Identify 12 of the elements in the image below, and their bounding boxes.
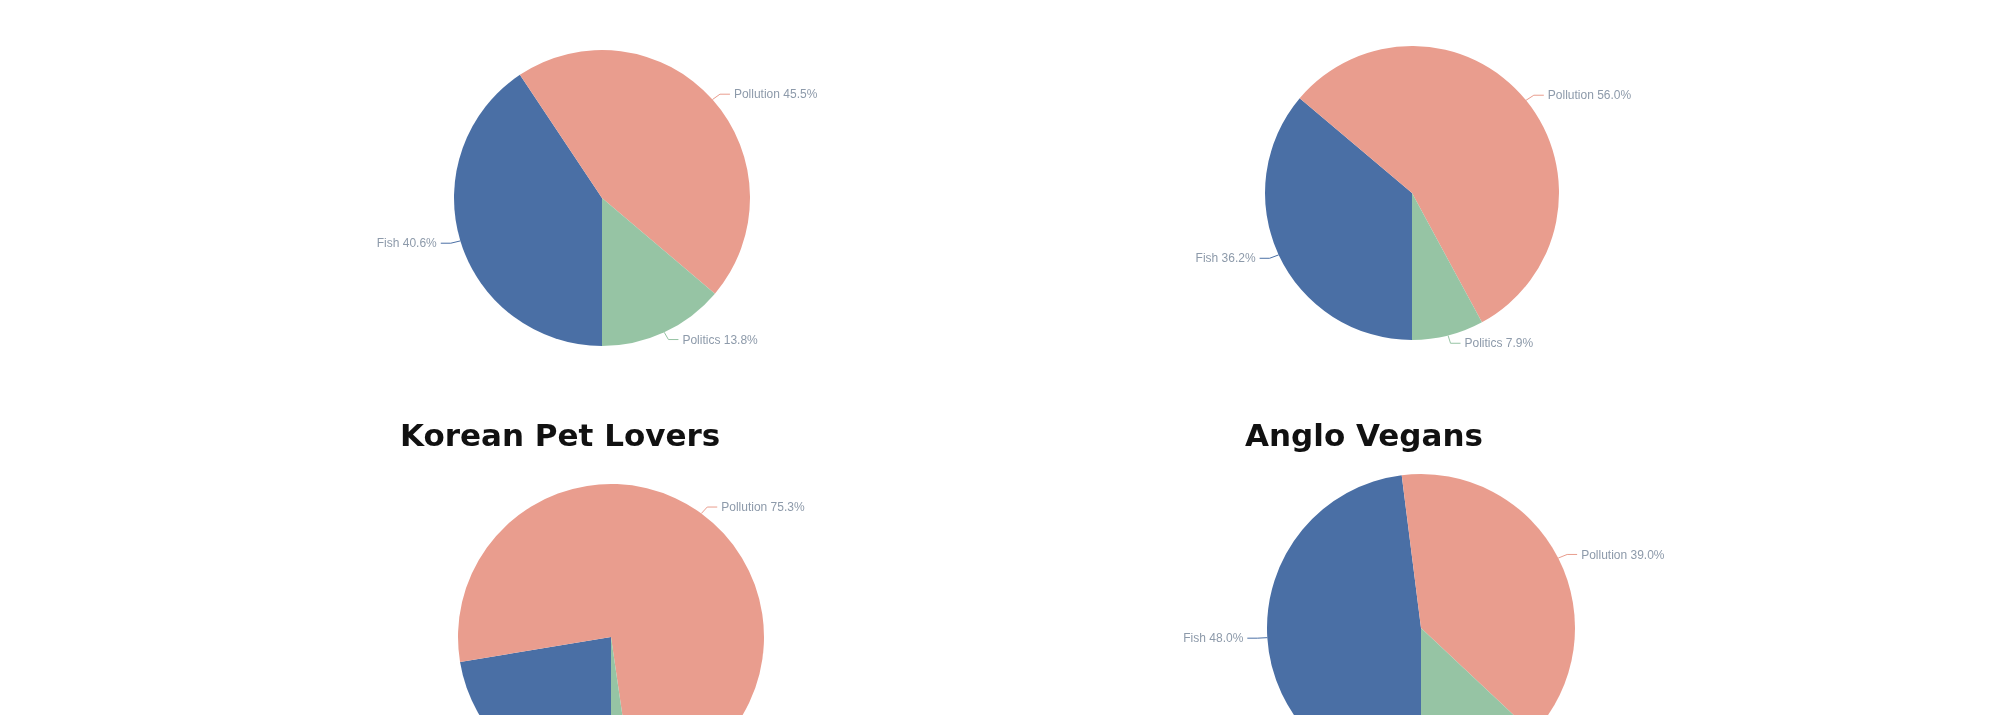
slice-label: Fish 40.6% (376, 236, 438, 251)
slice-label: Pollution 56.0% (1547, 88, 1632, 103)
chart-title: Anglo Vegans (1245, 417, 1483, 453)
slice-label: Fish 36.2% (1195, 251, 1256, 266)
pie-slice (1412, 193, 1482, 340)
chart-title: Korean Pet Lovers (400, 417, 721, 453)
slice-label: Politics 13.8% (682, 332, 759, 347)
slice-label: Pollution 75.3% (721, 500, 805, 515)
slice-label: Fish 48.0% (1183, 631, 1244, 646)
slice-label: Pollution 39.0% (1581, 547, 1665, 562)
slice-label: Politics 7.9% (1464, 336, 1534, 351)
slice-label: Pollution 45.5% (733, 87, 818, 102)
